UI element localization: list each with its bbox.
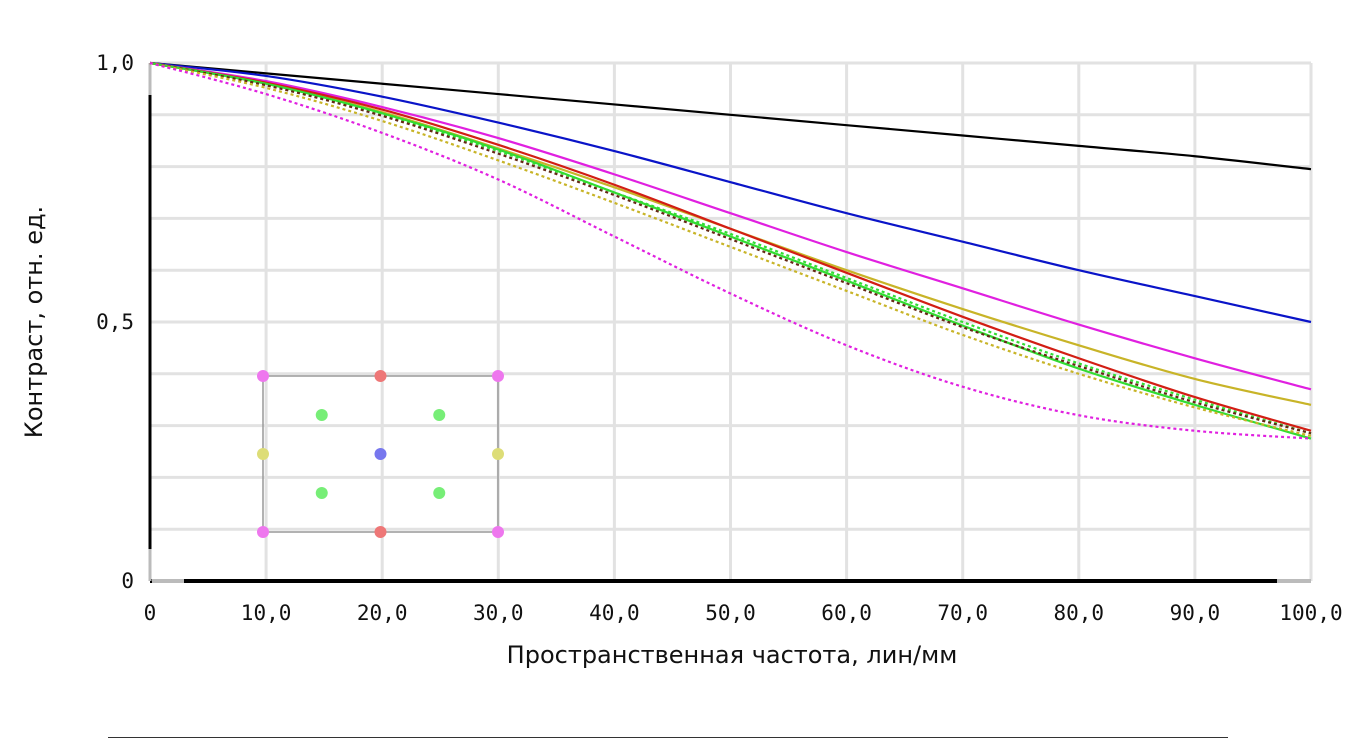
field-point [257,370,269,382]
x-tick-label: 50,0 [705,601,756,625]
series-lines [149,61,1312,440]
divider-line [108,737,1228,738]
x-tick-label: 70,0 [937,601,988,625]
x-tick-label: 40,0 [589,601,640,625]
field-point [374,526,387,538]
series-line-5 [149,61,1312,432]
series-line-1 [149,61,1312,171]
field-point [315,409,328,421]
series-line-3 [149,61,1312,391]
axes [148,63,1311,583]
y-tick-labels: 0 0,5 1,0 [96,51,134,593]
field-point [315,487,328,499]
x-tick-label: 90,0 [1170,601,1221,625]
x-tick-label: 60,0 [821,601,872,625]
field-point [374,448,387,460]
series-line-8 [149,61,1312,435]
y-axis-label: Контраст, отн. ед. [20,206,48,438]
series-line-2 [149,61,1312,324]
y-tick-label: 0 [121,569,134,593]
x-tick-label: 20,0 [357,601,408,625]
x-axis-label: Пространственная частота, лин/мм [507,641,958,669]
x-tick-label: 10,0 [241,601,292,625]
x-tick-labels: 0 10,0 20,0 30,0 40,0 50,0 60,0 70,0 80,0 90,0 100… [144,601,1343,625]
field-point [433,409,446,421]
x-tick-label: 30,0 [473,601,524,625]
series-line-6 [149,61,1312,440]
x-tick-label: 100,0 [1279,601,1342,625]
x-tick-label: 80,0 [1054,601,1105,625]
grid [148,61,1313,583]
field-points-inset [257,370,504,538]
field-point [492,370,504,382]
series-line-7 [149,61,1312,435]
series-line-10 [149,61,1312,440]
y-tick-label: 0,5 [96,310,134,334]
field-point [257,526,269,538]
field-point [492,526,504,538]
field-point [257,448,269,460]
field-point [374,370,387,382]
x-tick-label: 0 [144,601,157,625]
y-tick-label: 1,0 [96,51,134,75]
field-point [492,448,504,460]
field-point [433,487,446,499]
